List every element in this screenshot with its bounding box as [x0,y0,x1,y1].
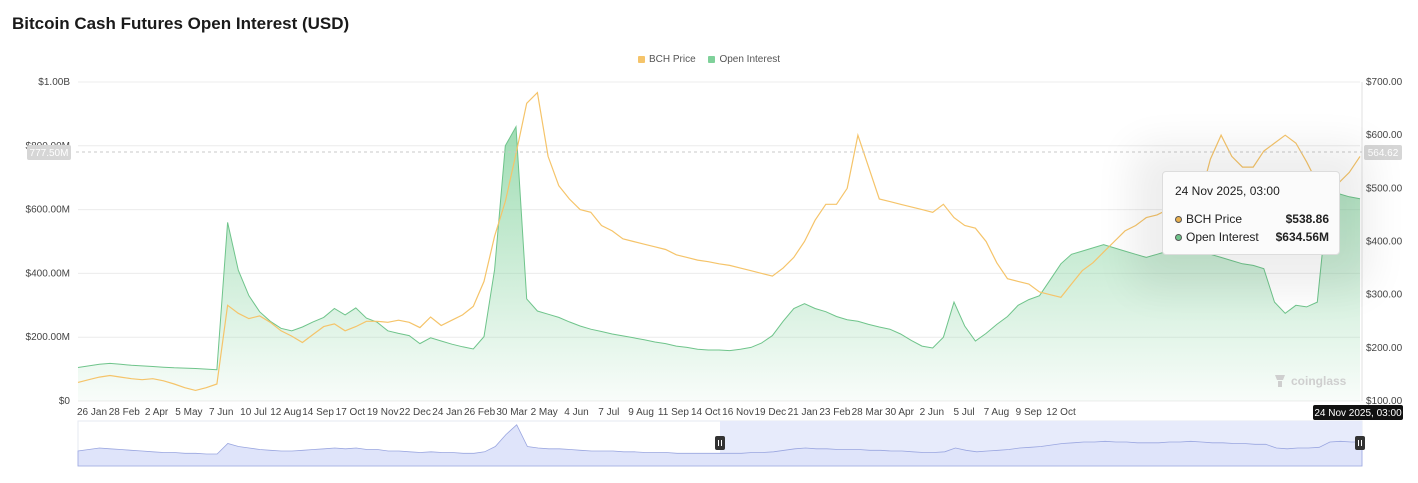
legend-item-bch-price[interactable]: BCH Price [637,54,696,65]
x-axis-tick-label: 30 Mar [496,407,528,418]
chart-legend: BCH Price Open Interest [0,54,1418,66]
x-axis-tick-label: 11 Sep [658,407,689,418]
svg-text:24 Nov 2025, 03:00: 24 Nov 2025, 03:00 [1314,408,1402,419]
navigator-handle-right[interactable] [1355,436,1365,450]
left-axis-tick-label: $200.00M [26,332,70,343]
left-axis-tick-label: $600.00M [26,205,70,216]
x-axis-tick-label: 19 Dec [754,407,786,418]
crosshair-left-label: 777.50M [27,145,71,160]
left-axis: $0$200.00M$400.00M$600.00M$800.00M$1.00B [26,77,71,407]
x-axis-tick-label: 28 Feb [109,407,141,418]
navigator-handle-left[interactable] [715,436,725,450]
tooltip-label-bch-price: BCH Price [1186,212,1243,226]
right-axis-tick-label: $700.00 [1366,77,1403,88]
x-axis-tick-label: 2 May [531,407,558,418]
x-axis-tick-label: 9 Sep [1016,407,1043,418]
tooltip-value-bch-price: $538.86 [1285,212,1329,226]
x-axis-tick-label: 5 Jul [954,407,975,418]
right-axis-tick-label: $600.00 [1366,130,1403,141]
x-axis-tick-label: 24 Jan [432,407,462,418]
x-axis-tick-label: 9 Aug [628,407,654,418]
x-axis-tick-label: 7 Aug [984,407,1010,418]
x-axis-tick-label: 12 Aug [270,407,301,418]
tooltip-label-open-interest: Open Interest [1186,230,1259,244]
navigator-handle-grip[interactable] [1355,436,1365,450]
x-axis-tick-label: 17 Oct [336,407,366,418]
legend-swatch-open-interest [708,56,716,63]
x-axis-tick-label: 7 Jun [209,407,233,418]
svg-text:564.62: 564.62 [1368,148,1399,159]
navigator-handle-grip[interactable] [715,436,725,450]
legend-label-open-interest: Open Interest [719,54,781,65]
x-axis-tick-label: 26 Feb [464,407,496,418]
right-axis-tick-label: $100.00 [1366,396,1403,407]
x-axis-tick-label: 30 Apr [885,407,915,418]
tooltip-dot-open-interest [1175,233,1182,241]
left-axis-tick-label: $1.00B [38,77,70,88]
x-axis-tick-label: 2 Jun [920,407,944,418]
tooltip: 24 Nov 2025, 03:00 BCH Price $538.86 Ope… [1162,171,1340,255]
x-axis-tick-label: 5 May [175,407,202,418]
x-axis-tick-label: 4 Jun [564,407,588,418]
x-axis-tick-label: 19 Nov [367,407,399,418]
x-axis-tick-label: 14 Oct [691,407,721,418]
x-axis-tick-label: 2 Apr [145,407,169,418]
x-axis-tick-label: 26 Jan [77,407,107,418]
left-axis-tick-label: $400.00M [26,268,70,279]
x-axis-tick-label: 10 Jul [240,407,267,418]
crosshair-right-label: 564.62 [1364,145,1402,160]
x-axis-tick-label: 22 Dec [399,407,431,418]
right-axis-tick-label: $200.00 [1366,343,1403,354]
x-axis-tick-label: 7 Jul [598,407,619,418]
legend-swatch-bch-price [637,56,645,63]
tooltip-value-open-interest: $634.56M [1275,230,1329,244]
right-axis: $100.00 $200.00 $300.00 $400.00 $500.00 $600.… [1361,77,1403,407]
x-axis: 26 Jan 28 Feb 2 Apr 5 May 7 Jun 10 Jul 12 Aug 1… [77,407,1076,418]
legend-label-bch-price: BCH Price [648,54,696,65]
right-axis-tick-label: $300.00 [1366,290,1403,301]
tooltip-dot-bch-price [1175,215,1182,223]
right-axis-tick-label: $500.00 [1366,183,1403,194]
navigator-line [77,424,1363,467]
tooltip-title: 24 Nov 2025, 03:00 [1175,184,1280,198]
chart-title: Bitcoin Cash Futures Open Interest (USD) [12,14,350,33]
crosshair-x-label: 24 Nov 2025, 03:00 [1313,405,1403,420]
x-axis-tick-label: 12 Oct [1046,407,1076,418]
open-interest-area [78,126,1360,401]
x-axis-tick-label: 14 Sep [302,407,334,418]
tooltip-row-bch-price: BCH Price $538.86 [1175,210,1329,228]
right-axis-tick-label: $400.00 [1366,237,1403,248]
x-axis-tick-label: 21 Jan [788,407,818,418]
watermark-text: coinglass [1291,374,1347,388]
svg-text:777.50M: 777.50M [30,148,69,159]
watermark-logo: coinglass [1272,373,1346,389]
open-interest-line [77,124,1361,371]
x-axis-tick-label: 28 Mar [852,407,884,418]
x-axis-tick-label: 23 Feb [819,407,851,418]
x-axis-tick-label: 16 Nov [722,407,754,418]
coinglass-icon [1275,375,1285,387]
bch-price-line [77,91,1361,392]
tooltip-row-open-interest: Open Interest $634.56M [1175,228,1329,246]
left-axis-tick-label: $0 [59,396,71,407]
navigator[interactable] [77,420,1365,467]
legend-item-open-interest[interactable]: Open Interest [708,54,780,65]
